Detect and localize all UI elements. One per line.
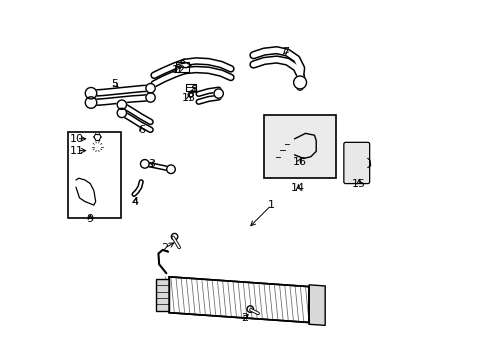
Circle shape xyxy=(96,135,99,139)
Text: 2: 2 xyxy=(161,243,168,253)
Text: 4: 4 xyxy=(132,197,139,207)
Circle shape xyxy=(145,84,155,93)
Polygon shape xyxy=(169,277,308,323)
Text: 6: 6 xyxy=(138,125,145,135)
Polygon shape xyxy=(308,285,325,325)
Text: 10: 10 xyxy=(69,134,83,144)
Text: 3: 3 xyxy=(148,159,155,169)
Circle shape xyxy=(93,143,101,150)
Text: 15: 15 xyxy=(351,179,366,189)
Circle shape xyxy=(85,87,97,99)
Circle shape xyxy=(166,165,175,174)
Circle shape xyxy=(286,140,291,145)
Polygon shape xyxy=(155,279,169,311)
Bar xyxy=(175,62,189,72)
Bar xyxy=(186,84,196,91)
Text: 12: 12 xyxy=(171,64,185,75)
FancyBboxPatch shape xyxy=(343,142,369,184)
Circle shape xyxy=(353,149,359,155)
Circle shape xyxy=(214,89,223,98)
Text: 8: 8 xyxy=(190,85,197,95)
Text: 7: 7 xyxy=(282,46,289,57)
Circle shape xyxy=(246,306,253,312)
Circle shape xyxy=(277,154,282,159)
Circle shape xyxy=(117,108,126,118)
Circle shape xyxy=(351,157,362,168)
Text: 13: 13 xyxy=(182,93,196,103)
Text: 16: 16 xyxy=(292,157,306,167)
Circle shape xyxy=(282,146,286,151)
Text: 5: 5 xyxy=(111,79,118,89)
Circle shape xyxy=(188,92,193,97)
Circle shape xyxy=(117,100,126,109)
Circle shape xyxy=(171,233,178,240)
Circle shape xyxy=(96,145,99,148)
Circle shape xyxy=(85,97,97,108)
Circle shape xyxy=(293,76,306,89)
Text: 2: 2 xyxy=(241,313,247,323)
Text: 1: 1 xyxy=(267,200,274,210)
Text: 9: 9 xyxy=(86,215,94,224)
Text: 11: 11 xyxy=(69,145,83,156)
Circle shape xyxy=(145,93,155,102)
Text: 14: 14 xyxy=(291,183,305,193)
Bar xyxy=(67,132,121,218)
Circle shape xyxy=(140,159,149,168)
Bar xyxy=(264,116,335,178)
